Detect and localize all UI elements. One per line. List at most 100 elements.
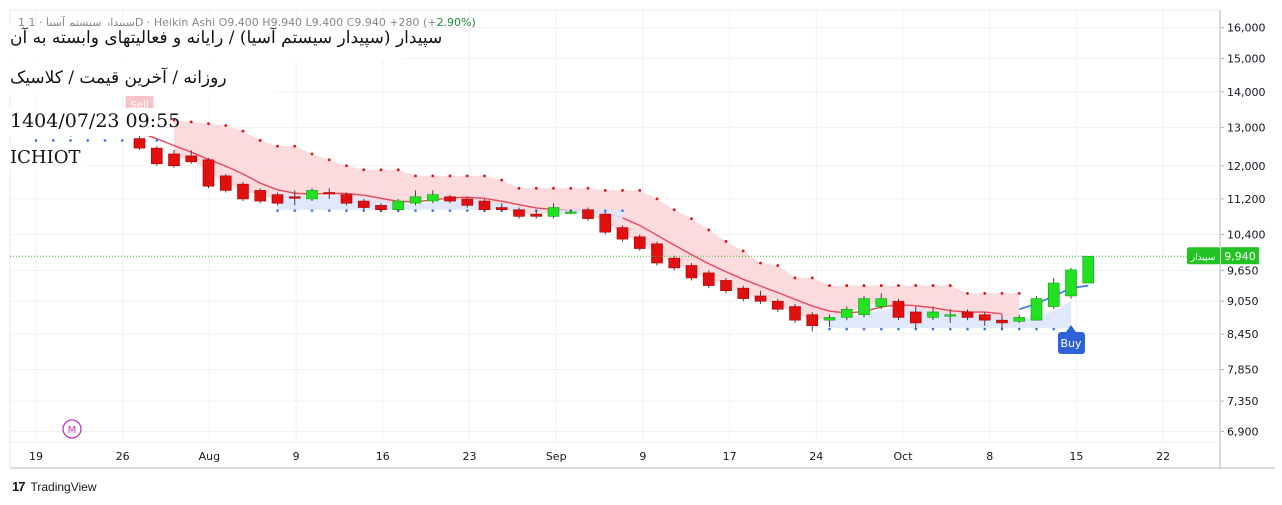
price-tick-label: 8,450 xyxy=(1227,328,1259,341)
price-tick-label: 10,400 xyxy=(1227,228,1266,241)
supertrend-upper-dot xyxy=(431,174,435,178)
time-tick-label: 9 xyxy=(293,450,300,463)
candle-body xyxy=(237,183,249,200)
last-price-label: 9,940 xyxy=(1224,250,1256,263)
candle-body xyxy=(513,209,525,217)
price-tick-label: 11,200 xyxy=(1227,193,1266,206)
candle xyxy=(599,211,612,235)
supertrend-upper-dot xyxy=(672,208,676,212)
candle xyxy=(288,190,301,206)
supertrend-upper-dot xyxy=(897,284,900,287)
supertrend-upper-dot xyxy=(845,284,849,287)
indicator-badge-icon xyxy=(62,419,82,439)
chart-legend-main: 1 سپیدار سیستم آسیا · 1D · Heikin Ashi O… xyxy=(18,16,437,29)
supertrend-upper-dot xyxy=(621,189,624,192)
supertrend-upper-dot xyxy=(603,189,607,192)
candle xyxy=(771,298,784,312)
candle xyxy=(340,192,353,206)
candle xyxy=(754,290,767,304)
supertrend-upper-dot xyxy=(776,264,780,267)
supertrend-lower-dot xyxy=(983,327,987,331)
supertrend-lower-dot xyxy=(155,139,159,142)
supertrend-upper-dot xyxy=(810,276,814,280)
supertrend-lower-dot xyxy=(414,209,417,212)
candle-body xyxy=(961,311,974,318)
candle xyxy=(1065,267,1077,299)
candle xyxy=(737,285,750,302)
candle-body xyxy=(219,175,232,191)
candle-body xyxy=(633,236,646,249)
time-tick-label: 22 xyxy=(1156,450,1170,463)
supertrend-lower-dot xyxy=(69,139,72,142)
supertrend-upper-dot xyxy=(310,152,314,156)
supertrend-upper-dot xyxy=(517,186,521,190)
candle xyxy=(306,188,318,202)
candle xyxy=(840,306,853,321)
supertrend-upper-dot xyxy=(690,217,693,220)
supertrend-upper-dot xyxy=(345,164,348,168)
candle-body xyxy=(927,311,939,318)
candle-body xyxy=(720,280,732,292)
candle xyxy=(426,190,439,204)
supertrend-upper-dot xyxy=(638,189,642,192)
candle xyxy=(978,311,991,326)
price-tick-label: 13,000 xyxy=(1227,121,1266,134)
supertrend-upper-dot xyxy=(707,228,711,232)
candle xyxy=(547,203,560,219)
price-tick-label: 6,900 xyxy=(1227,425,1259,438)
time-tick-label: 19 xyxy=(29,450,43,463)
time-tick-label: 26 xyxy=(116,450,130,463)
candle xyxy=(478,198,491,212)
candle xyxy=(409,190,422,206)
supertrend-upper-dot xyxy=(586,186,590,190)
candle-body xyxy=(754,295,767,302)
candle-body xyxy=(1013,317,1026,322)
candle-body xyxy=(306,190,318,200)
supertrend-lower-dot xyxy=(276,209,279,212)
candle-body xyxy=(806,314,819,327)
supertrend-upper-dot xyxy=(793,276,797,280)
candle-body xyxy=(789,306,801,321)
candle-body xyxy=(616,227,629,240)
candle-body xyxy=(823,317,836,321)
supertrend-upper-dot xyxy=(414,174,417,178)
candle xyxy=(219,173,232,193)
candle-body xyxy=(547,207,560,217)
supertrend-upper-dot xyxy=(448,174,452,178)
tradingview-brand[interactable]: 17 TradingView xyxy=(12,479,97,494)
supertrend-upper-dot xyxy=(759,261,762,265)
candle xyxy=(720,277,732,294)
candle-body xyxy=(409,196,422,204)
candle-body xyxy=(599,213,612,233)
supertrend-upper-dot xyxy=(172,118,176,122)
supertrend-lower-dot xyxy=(603,209,607,212)
candle xyxy=(875,293,888,310)
time-tick-label: 9 xyxy=(639,450,646,463)
supertrend-upper-dot xyxy=(327,158,331,162)
candle xyxy=(789,303,801,323)
candle-body xyxy=(582,209,594,219)
candle xyxy=(254,188,267,204)
supertrend-upper-dot xyxy=(828,284,831,287)
supertrend-lower-dot xyxy=(914,327,918,331)
chart-subtitle: روزانه / آخرین قیمت / کلاسیک xyxy=(10,68,227,88)
price-tick-label: 15,000 xyxy=(1227,53,1266,66)
supertrend-lower-dot xyxy=(34,139,38,142)
supertrend-lower-dot xyxy=(966,327,969,331)
chart-symbol: ICHIOT xyxy=(10,147,81,168)
candle xyxy=(996,314,1008,329)
supertrend-upper-dot xyxy=(258,139,262,142)
time-tick-label: 24 xyxy=(809,450,823,463)
time-tick-label: 15 xyxy=(1069,450,1083,463)
candle-body xyxy=(426,194,439,202)
candle-body xyxy=(1082,255,1095,284)
candle-body xyxy=(478,200,491,211)
candle-body xyxy=(323,192,336,195)
supertrend-upper-dot xyxy=(396,168,400,172)
candle xyxy=(633,234,646,251)
candle xyxy=(582,207,594,221)
candle xyxy=(806,311,819,332)
supertrend-upper-dot xyxy=(1017,291,1021,295)
supertrend-lower-dot xyxy=(621,209,624,212)
candle xyxy=(685,263,698,281)
